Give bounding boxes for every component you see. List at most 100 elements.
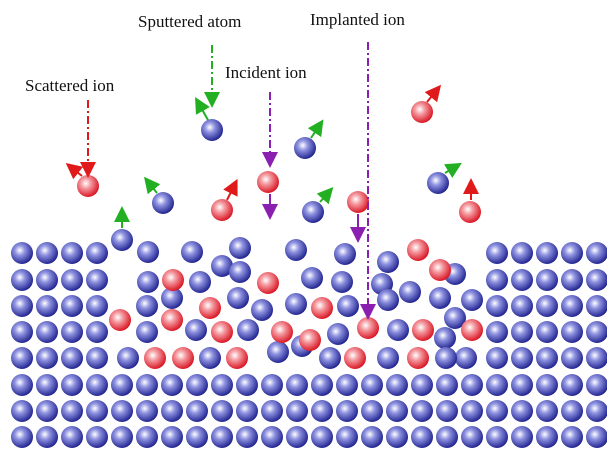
ion — [407, 347, 429, 369]
atom — [36, 321, 58, 343]
ion — [412, 319, 434, 341]
atom — [86, 242, 108, 264]
ion — [357, 317, 379, 339]
atom — [11, 347, 33, 369]
atom — [337, 295, 359, 317]
atom — [561, 374, 583, 396]
arrow — [444, 162, 462, 178]
ion — [347, 191, 369, 213]
atom — [386, 374, 408, 396]
atom — [86, 269, 108, 291]
atom — [561, 400, 583, 422]
atom — [561, 321, 583, 343]
atom — [211, 374, 233, 396]
atom — [236, 400, 258, 422]
atom — [536, 426, 558, 448]
atom — [486, 426, 508, 448]
atom — [586, 321, 607, 343]
arrow — [316, 187, 334, 205]
atom — [201, 119, 223, 141]
arrow — [144, 176, 161, 195]
label: Incident ion — [225, 63, 307, 82]
atom — [586, 295, 607, 317]
atom — [61, 426, 83, 448]
atom — [61, 242, 83, 264]
atom — [561, 269, 583, 291]
atom — [436, 374, 458, 396]
atom — [211, 426, 233, 448]
ion — [429, 259, 451, 281]
atom — [161, 374, 183, 396]
arrow — [195, 97, 210, 121]
arrow — [223, 178, 238, 201]
atom — [237, 319, 259, 341]
atom — [227, 287, 249, 309]
atom — [511, 295, 533, 317]
atom — [186, 374, 208, 396]
atom — [161, 400, 183, 422]
atom — [461, 289, 483, 311]
atom — [261, 374, 283, 396]
atom — [161, 287, 183, 309]
atom — [511, 269, 533, 291]
atom — [186, 400, 208, 422]
atom — [511, 374, 533, 396]
atom — [327, 323, 349, 345]
atom — [236, 426, 258, 448]
atom — [511, 400, 533, 422]
atom — [434, 327, 456, 349]
atom — [11, 400, 33, 422]
atom — [117, 347, 139, 369]
atom — [136, 374, 158, 396]
atom — [444, 307, 466, 329]
atom — [86, 347, 108, 369]
atom — [286, 400, 308, 422]
atom — [86, 321, 108, 343]
atom — [399, 281, 421, 303]
atom — [377, 347, 399, 369]
atom — [294, 137, 316, 159]
atom — [511, 321, 533, 343]
atom — [336, 374, 358, 396]
atom — [361, 400, 383, 422]
ion — [77, 175, 99, 197]
atom — [11, 321, 33, 343]
arrow — [424, 84, 442, 103]
atom — [61, 295, 83, 317]
atom — [136, 426, 158, 448]
ion — [257, 272, 279, 294]
atom — [36, 374, 58, 396]
atom — [136, 400, 158, 422]
ion — [411, 101, 433, 123]
atom — [331, 271, 353, 293]
atom — [199, 347, 221, 369]
atom — [461, 400, 483, 422]
ion — [311, 297, 333, 319]
atom — [186, 426, 208, 448]
atom — [486, 295, 508, 317]
ion — [407, 239, 429, 261]
ion — [144, 347, 166, 369]
atom — [336, 400, 358, 422]
atom — [436, 400, 458, 422]
atom — [137, 241, 159, 263]
atom — [486, 400, 508, 422]
atom — [111, 426, 133, 448]
atom — [486, 374, 508, 396]
atoms — [11, 101, 607, 448]
atom — [11, 374, 33, 396]
arrows — [65, 42, 479, 320]
atom — [586, 269, 607, 291]
atom — [61, 347, 83, 369]
atom — [536, 347, 558, 369]
atom — [511, 242, 533, 264]
atom — [511, 426, 533, 448]
atom — [251, 299, 273, 321]
atom — [411, 374, 433, 396]
atom — [211, 255, 233, 277]
atom — [311, 374, 333, 396]
atom — [586, 400, 607, 422]
atom — [211, 400, 233, 422]
ion — [172, 347, 194, 369]
